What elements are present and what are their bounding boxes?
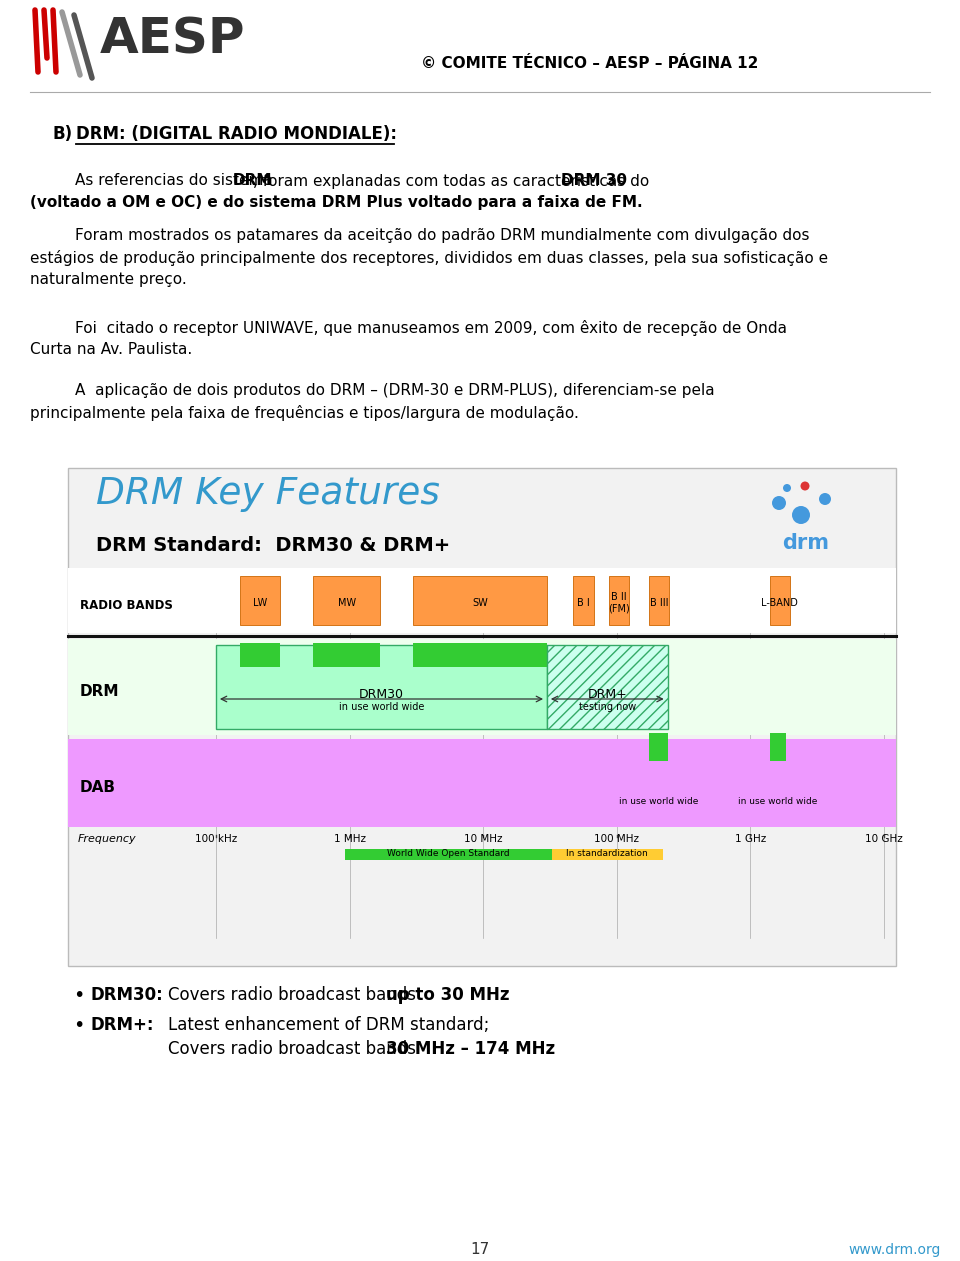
Bar — [552, 849, 662, 860]
Text: RADIO BANDS: RADIO BANDS — [80, 599, 173, 612]
Text: Curta na Av. Paulista.: Curta na Av. Paulista. — [30, 342, 192, 357]
Text: DRM: DRM — [80, 685, 119, 700]
Bar — [216, 644, 547, 729]
Text: In standardization: In standardization — [566, 849, 648, 857]
Bar — [649, 576, 669, 625]
Text: in use world wide: in use world wide — [738, 797, 818, 806]
Circle shape — [783, 484, 791, 492]
Text: estágios de produção principalmente dos receptores, divididos em duas classes, p: estágios de produção principalmente dos … — [30, 250, 828, 266]
Text: in use world wide: in use world wide — [618, 797, 698, 806]
Bar — [240, 643, 279, 667]
Circle shape — [819, 493, 831, 504]
Text: DRM30:: DRM30: — [90, 986, 163, 1004]
Text: DRM Key Features: DRM Key Features — [96, 475, 440, 512]
Text: 100 kHz: 100 kHz — [195, 834, 237, 844]
Circle shape — [772, 496, 786, 509]
Circle shape — [801, 482, 809, 491]
Bar — [313, 576, 380, 625]
Bar — [649, 733, 667, 760]
Text: B II
(FM): B II (FM) — [609, 591, 630, 613]
Text: testing now: testing now — [579, 702, 636, 712]
Bar — [345, 849, 552, 860]
Text: Covers radio broadcast bands: Covers radio broadcast bands — [168, 986, 421, 1004]
Bar — [68, 567, 896, 633]
Text: 1 MHz: 1 MHz — [334, 834, 366, 844]
Text: 17: 17 — [470, 1242, 490, 1257]
Text: As referencias do sistema: As referencias do sistema — [75, 173, 277, 188]
Bar — [414, 576, 547, 625]
Text: •: • — [73, 1016, 84, 1035]
Bar — [313, 643, 380, 667]
Bar — [68, 739, 896, 827]
Text: 30 MHz – 174 MHz: 30 MHz – 174 MHz — [386, 1040, 555, 1058]
Text: naturalmente preço.: naturalmente preço. — [30, 272, 187, 288]
Text: DRM+:: DRM+: — [90, 1016, 154, 1034]
Bar — [770, 733, 786, 760]
Text: 1 GHz: 1 GHz — [734, 834, 766, 844]
Text: LW: LW — [252, 598, 267, 608]
Text: © COMITE TÉCNICO – AESP – PÁGINA 12: © COMITE TÉCNICO – AESP – PÁGINA 12 — [421, 55, 758, 71]
Bar — [240, 576, 279, 625]
Bar — [609, 576, 629, 625]
Bar — [770, 576, 790, 625]
Text: A  aplicação de dois produtos do DRM – (DRM-30 e DRM-PLUS), diferenciam-se pela: A aplicação de dois produtos do DRM – (D… — [75, 383, 714, 398]
Text: 10 GHz: 10 GHz — [865, 834, 902, 844]
Text: principalmente pela faixa de frequências e tipos/largura de modulação.: principalmente pela faixa de frequências… — [30, 405, 579, 421]
Bar — [547, 644, 667, 729]
Text: DRM30: DRM30 — [359, 687, 404, 701]
Bar — [573, 576, 594, 625]
Text: AESP: AESP — [100, 15, 246, 63]
Text: Covers radio broadcast bands: Covers radio broadcast bands — [168, 1040, 421, 1058]
Text: 10 MHz: 10 MHz — [464, 834, 502, 844]
Text: DRM: (DIGITAL RADIO MONDIALE):: DRM: (DIGITAL RADIO MONDIALE): — [76, 125, 397, 142]
Text: World Wide Open Standard: World Wide Open Standard — [387, 849, 510, 857]
Text: B I: B I — [577, 598, 590, 608]
Text: DAB: DAB — [80, 781, 116, 796]
Text: in use world wide: in use world wide — [339, 702, 424, 712]
Text: DRM 30: DRM 30 — [562, 173, 627, 188]
Text: MW: MW — [338, 598, 355, 608]
Text: Latest enhancement of DRM standard;: Latest enhancement of DRM standard; — [168, 1016, 490, 1034]
Text: drm: drm — [782, 533, 829, 554]
Circle shape — [792, 506, 810, 525]
Text: SW: SW — [472, 598, 488, 608]
Bar — [414, 643, 547, 667]
Text: up to 30 MHz: up to 30 MHz — [386, 986, 510, 1004]
Text: L-BAND: L-BAND — [761, 598, 799, 608]
Text: Frequency: Frequency — [78, 834, 136, 844]
Text: www.drm.org: www.drm.org — [849, 1243, 941, 1257]
Bar — [68, 468, 896, 966]
Text: B III: B III — [650, 598, 668, 608]
Text: DRM: DRM — [232, 173, 272, 188]
Text: DRM Standard:  DRM30 & DRM+: DRM Standard: DRM30 & DRM+ — [96, 536, 450, 555]
Text: •: • — [73, 986, 84, 1005]
Text: , foram explanadas com todas as características do: , foram explanadas com todas as caracter… — [252, 173, 654, 189]
Text: (voltado a OM e OC) e do sistema DRM Plus voltado para a faixa de FM.: (voltado a OM e OC) e do sistema DRM Plu… — [30, 195, 642, 211]
Bar — [68, 639, 896, 735]
Text: DRM+: DRM+ — [588, 687, 627, 701]
Text: Foram mostrados os patamares da aceitção do padrão DRM mundialmente com divulgaç: Foram mostrados os patamares da aceitção… — [75, 228, 809, 243]
Text: Foi  citado o receptor UNIWAVE, que manuseamos em 2009, com êxito de recepção de: Foi citado o receptor UNIWAVE, que manus… — [75, 320, 787, 335]
Text: 100 MHz: 100 MHz — [594, 834, 639, 844]
Text: B): B) — [52, 125, 72, 142]
